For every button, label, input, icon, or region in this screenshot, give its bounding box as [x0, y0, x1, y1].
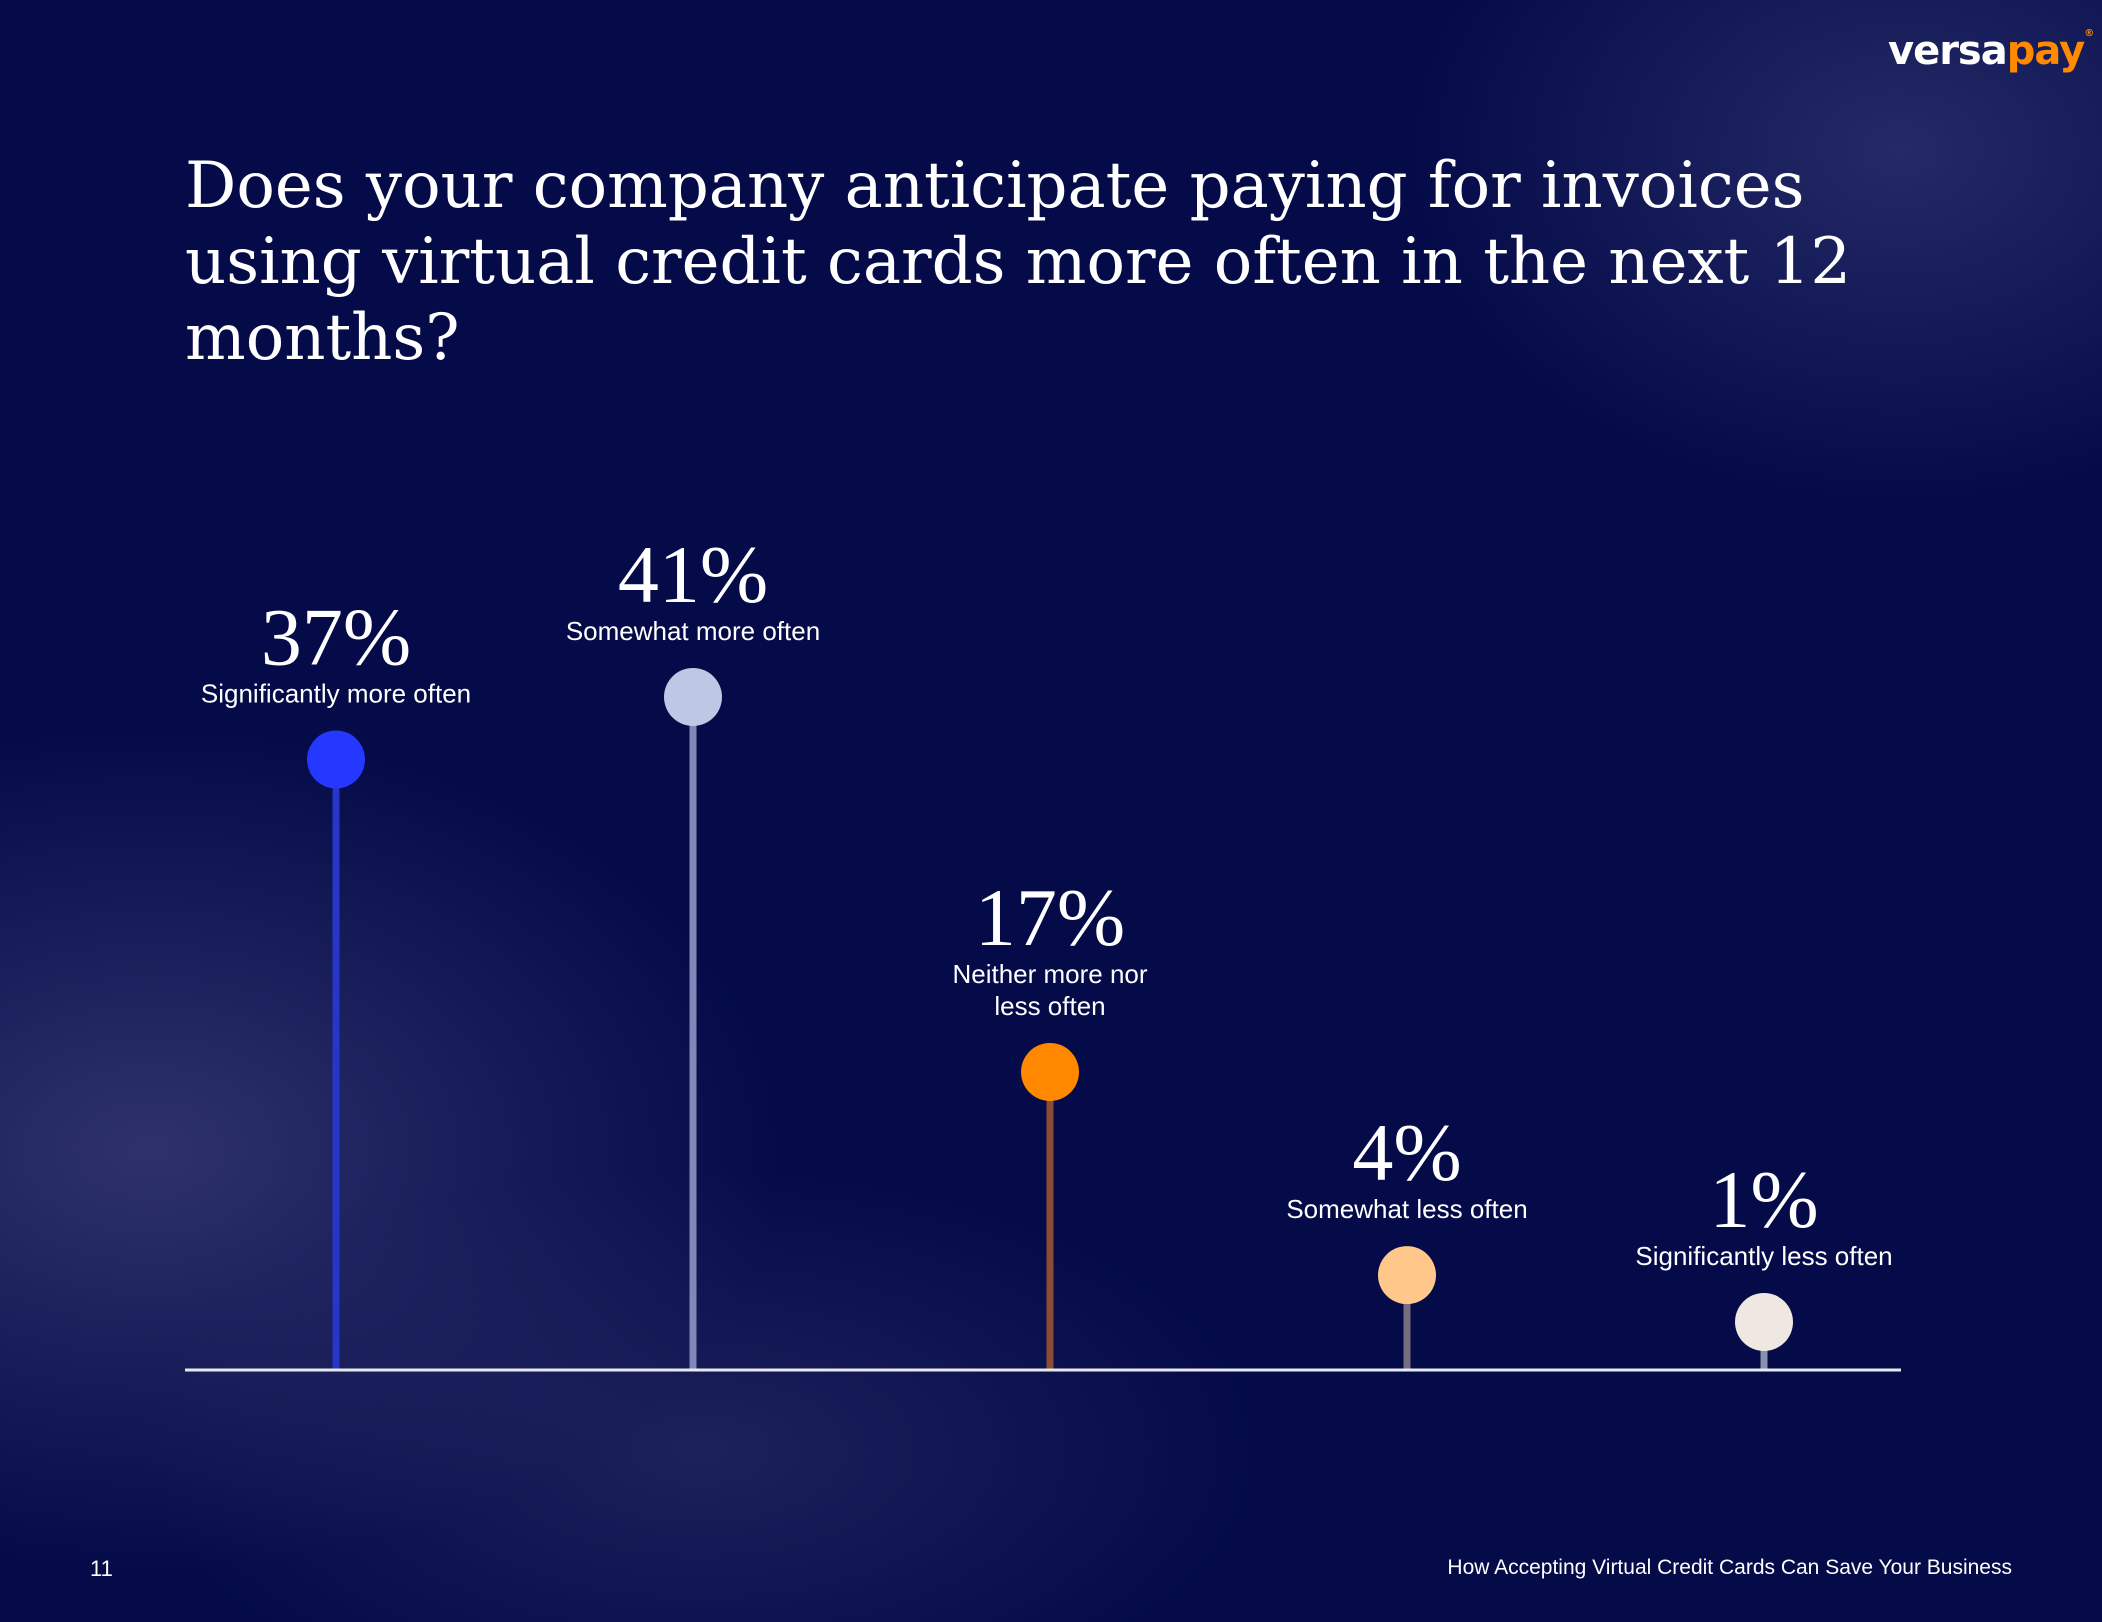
- versapay-logo: versapay®: [1888, 28, 2094, 74]
- category-label: less often: [994, 991, 1105, 1021]
- logo-text: versa: [1888, 28, 2008, 74]
- registered-mark: ®: [2084, 28, 2094, 39]
- value-label: 17%: [975, 872, 1125, 963]
- page-number: 11: [90, 1556, 113, 1581]
- footer-document-title: How Accepting Virtual Credit Cards Can S…: [1447, 1556, 2012, 1579]
- data-dot: [307, 730, 365, 789]
- value-label: 1%: [1709, 1154, 1818, 1245]
- data-dot: [1735, 1292, 1793, 1351]
- data-dot: [1378, 1246, 1436, 1305]
- data-dot: [1021, 1042, 1079, 1101]
- page-title: Does your company anticipate paying for …: [185, 149, 1852, 375]
- category-label: Neither more nor: [952, 959, 1147, 989]
- category-label: Significantly more often: [201, 678, 471, 708]
- value-label: 41%: [618, 529, 768, 620]
- category-label: Significantly less often: [1635, 1241, 1892, 1271]
- value-label: 4%: [1352, 1107, 1461, 1198]
- category-label: Somewhat less often: [1286, 1194, 1527, 1224]
- category-label: Somewhat more often: [566, 616, 820, 646]
- value-label: 37%: [261, 591, 411, 682]
- logo-text-accent: pay: [2006, 28, 2085, 74]
- data-dot: [664, 667, 722, 726]
